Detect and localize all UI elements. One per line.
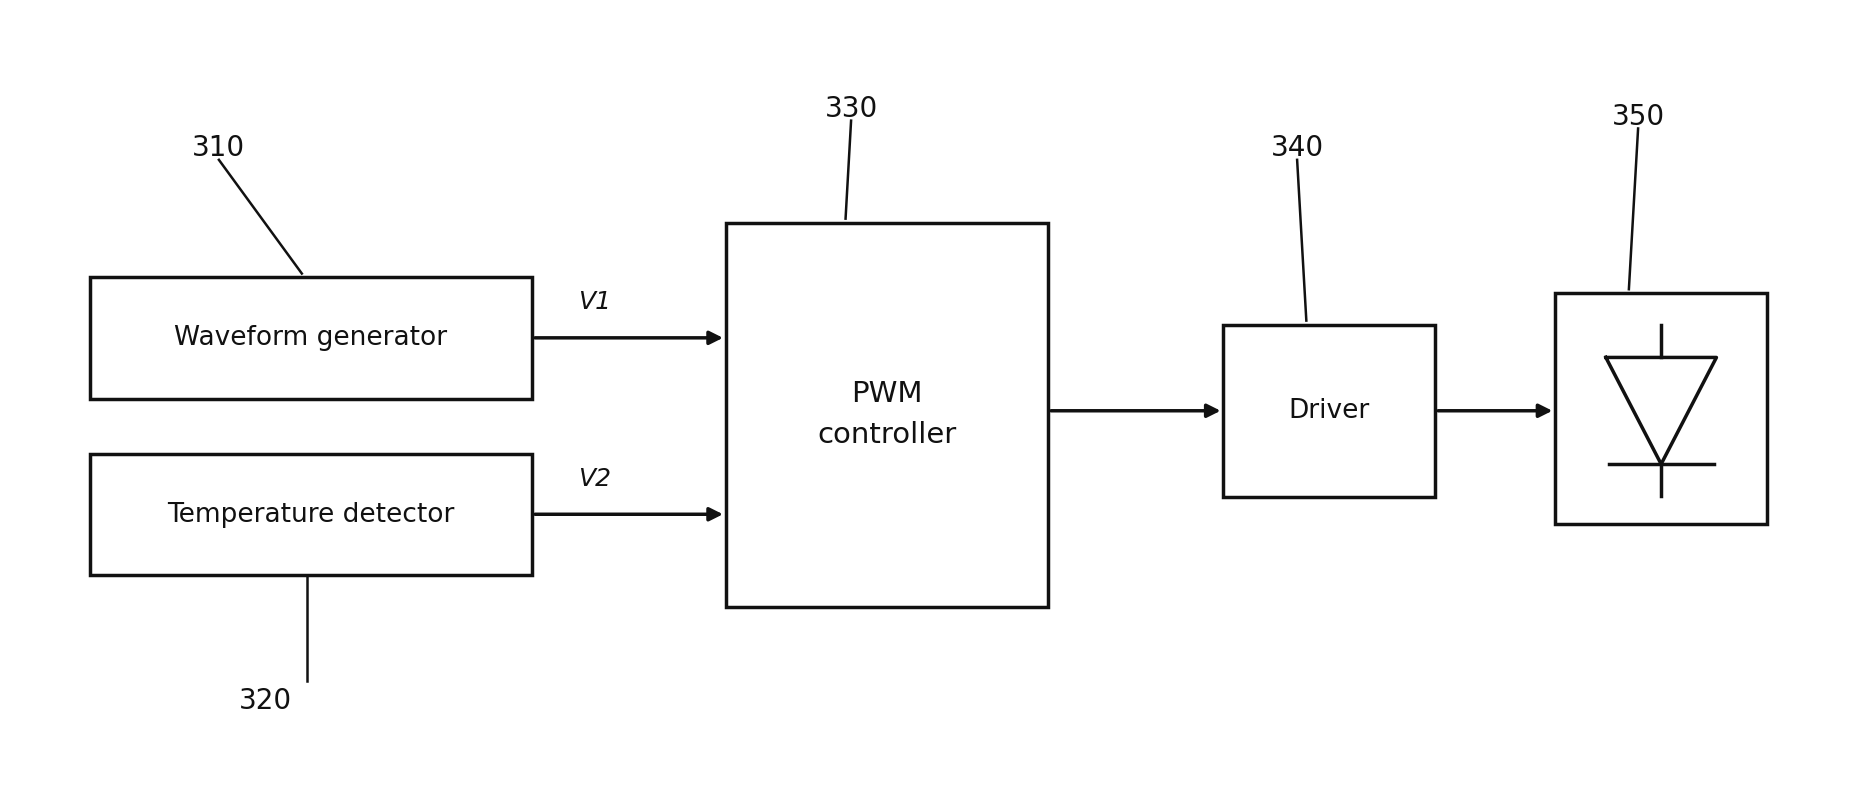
Text: Driver: Driver (1289, 397, 1370, 424)
Bar (89, 278, 533, 399)
Bar (1554, 293, 1768, 524)
Text: 310: 310 (193, 134, 245, 162)
Text: 340: 340 (1270, 134, 1324, 162)
Text: PWM
controller: PWM controller (817, 380, 956, 449)
Text: 350: 350 (1612, 103, 1664, 131)
Text: 320: 320 (238, 687, 292, 715)
Text: V1: V1 (578, 290, 611, 314)
Text: Temperature detector: Temperature detector (167, 502, 455, 527)
Bar (726, 223, 1049, 606)
Text: V2: V2 (578, 467, 611, 491)
Bar (1224, 325, 1435, 497)
Bar (89, 454, 533, 575)
Text: Waveform generator: Waveform generator (175, 326, 448, 351)
Text: 330: 330 (825, 95, 878, 123)
